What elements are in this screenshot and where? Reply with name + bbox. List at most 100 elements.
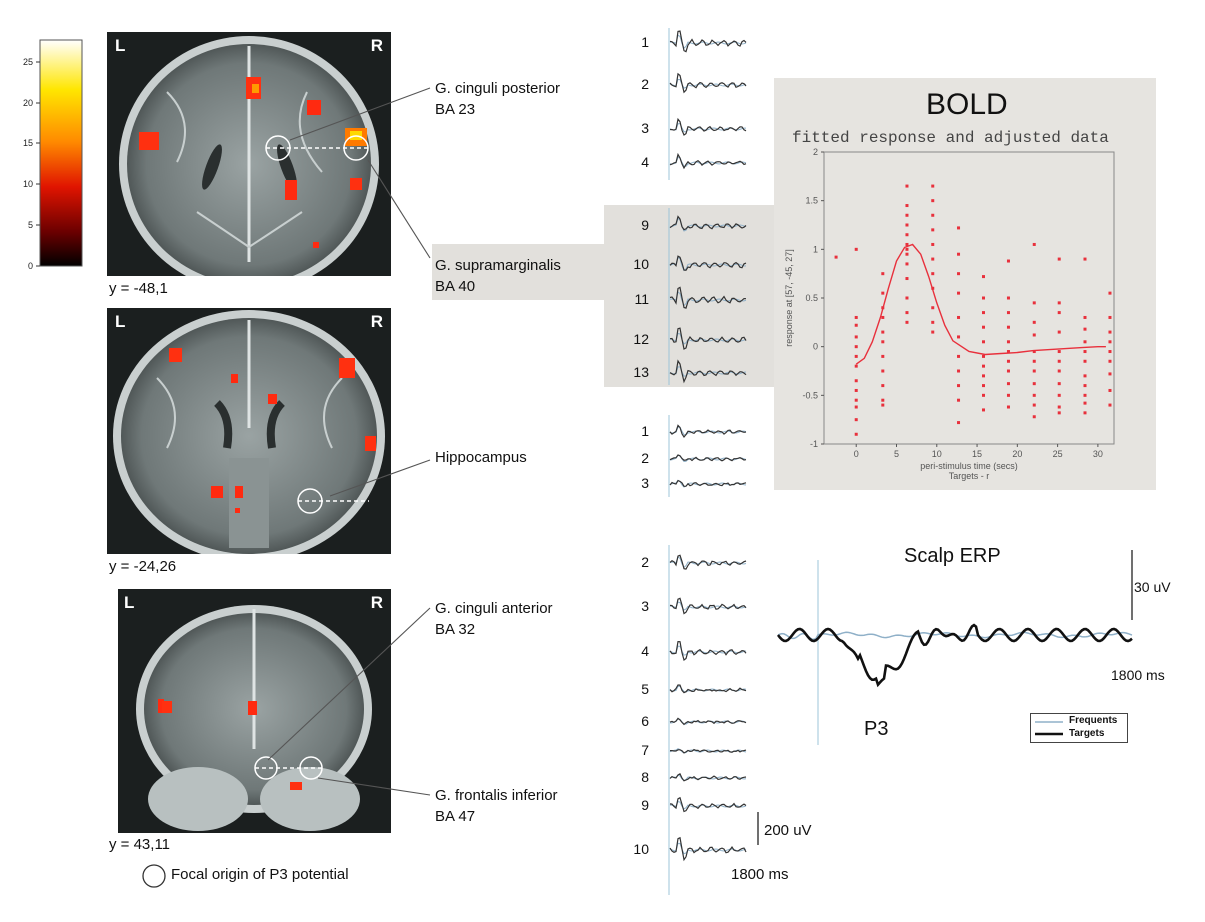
label-ba32: BA 32: [435, 621, 476, 638]
mri-slice-2: L R: [107, 308, 391, 562]
channel-trace-targets: [669, 836, 747, 862]
bold-data-point: [957, 354, 961, 358]
bold-data-point: [1006, 311, 1010, 315]
channel-label: 2: [641, 450, 649, 466]
bold-data-point: [854, 405, 858, 409]
label-ba40: BA 40: [435, 278, 476, 295]
bold-ytick-label: 0.5: [805, 293, 818, 303]
channel-trace-targets: [669, 717, 747, 726]
channel-label: 4: [641, 154, 649, 170]
bold-fitted-curve: [855, 243, 1106, 365]
colorbar-tick-label: 25: [23, 57, 33, 67]
bold-data-point: [957, 384, 961, 388]
bold-data-point: [931, 213, 935, 217]
channel-label: 9: [641, 217, 649, 233]
bold-data-point: [931, 320, 935, 324]
channel-label: 11: [634, 291, 649, 307]
bold-data-point: [1083, 350, 1087, 354]
bold-data-point: [881, 398, 885, 402]
bold-data-point: [905, 184, 909, 188]
bold-ytick-label: 2: [813, 147, 818, 157]
bold-data-point: [1032, 350, 1036, 354]
bold-data-point: [905, 213, 909, 217]
bold-data-point: [854, 379, 858, 383]
bold-data-point: [1006, 359, 1010, 363]
slice-1-left-marker: L: [115, 36, 126, 55]
bold-data-point: [854, 364, 858, 368]
colorbar-tick-label: 10: [23, 179, 33, 189]
label-cingulate-posterior: G. cinguli posterior: [435, 80, 561, 97]
bold-data-point: [982, 311, 985, 315]
bold-data-point: [881, 330, 885, 334]
erp-time-label: 1800 ms: [1111, 667, 1165, 683]
label-supramarginal: G. supramarginalis: [435, 257, 561, 274]
channel-trace-targets: [669, 327, 747, 350]
bold-data-point: [1108, 403, 1112, 407]
bold-data-point: [905, 262, 909, 266]
bold-data-point: [931, 199, 935, 203]
bold-data-point: [1057, 393, 1061, 397]
label-hippocampus: Hippocampus: [435, 449, 527, 466]
colorbar-tick-label: 0: [28, 261, 33, 271]
bold-xtick-label: 25: [1053, 449, 1063, 459]
mri-slice-3: L R: [118, 589, 391, 833]
bold-data-point: [1057, 350, 1061, 354]
colorbar-gradient: [39, 39, 83, 267]
bold-data-point: [881, 272, 885, 276]
erp-targets-trace: [776, 623, 1133, 688]
bold-data-point: [1108, 291, 1112, 295]
bold-data-point: [1108, 359, 1112, 363]
bold-data-point: [905, 247, 909, 251]
bold-data-point: [1057, 311, 1061, 315]
bold-data-point: [982, 374, 985, 378]
channel-label: 3: [641, 120, 649, 136]
bold-data-point: [1006, 259, 1010, 263]
bold-title: BOLD: [926, 88, 1008, 121]
bold-data-point: [1006, 393, 1010, 397]
bold-data-point: [1006, 350, 1010, 354]
channel-label: 5: [641, 681, 649, 697]
bold-data-point: [854, 388, 858, 392]
bold-data-point: [1057, 411, 1061, 415]
bold-data-point: [1083, 384, 1087, 388]
bold-data-point: [982, 296, 985, 300]
bold-data-point: [905, 223, 909, 227]
label-ba23: BA 23: [435, 101, 476, 118]
bold-data-point: [931, 242, 935, 246]
bold-data-point: [957, 291, 961, 295]
channel-trace-targets: [669, 255, 747, 271]
channel-label: 7: [641, 742, 649, 758]
bold-data-point: [881, 369, 885, 373]
bold-data-point: [1057, 301, 1061, 305]
bold-data-point: [931, 184, 935, 188]
bold-data-point: [1032, 369, 1036, 373]
bold-data-point: [854, 354, 858, 358]
label-cingulate-anterior: G. cinguli anterior: [435, 600, 553, 617]
bold-data-point: [1006, 405, 1010, 409]
bold-data-point: [1006, 325, 1010, 329]
bold-data-point: [854, 345, 858, 349]
channel-trace-targets: [670, 748, 747, 754]
bold-data-point: [1083, 401, 1087, 405]
bold-ytick-label: -1: [810, 439, 818, 449]
channel-label: 6: [641, 713, 649, 729]
bold-subtitle: fitted response and adjusted data: [792, 129, 1109, 147]
bold-data-point: [931, 330, 935, 334]
slice-2-left-marker: L: [115, 312, 126, 331]
bold-data-point: [1108, 315, 1112, 319]
bold-data-point: [957, 369, 961, 373]
bold-data-point: [957, 335, 961, 339]
bold-data-point: [1057, 405, 1061, 409]
bold-data-point: [854, 335, 858, 339]
bold-ytick-label: 1: [813, 244, 818, 254]
channel-trace-targets: [669, 215, 747, 231]
channel-label: 4: [641, 643, 649, 659]
bold-data-point: [905, 311, 909, 315]
channel-trace-targets: [669, 359, 747, 384]
channel-trace-targets: [669, 152, 747, 170]
slice-2-coordinate: y = -24,26: [109, 558, 177, 575]
label-ba47: BA 47: [435, 808, 476, 825]
erp-chart: [776, 550, 1133, 745]
bold-data-point: [1032, 242, 1036, 246]
bold-data-point: [982, 364, 985, 368]
